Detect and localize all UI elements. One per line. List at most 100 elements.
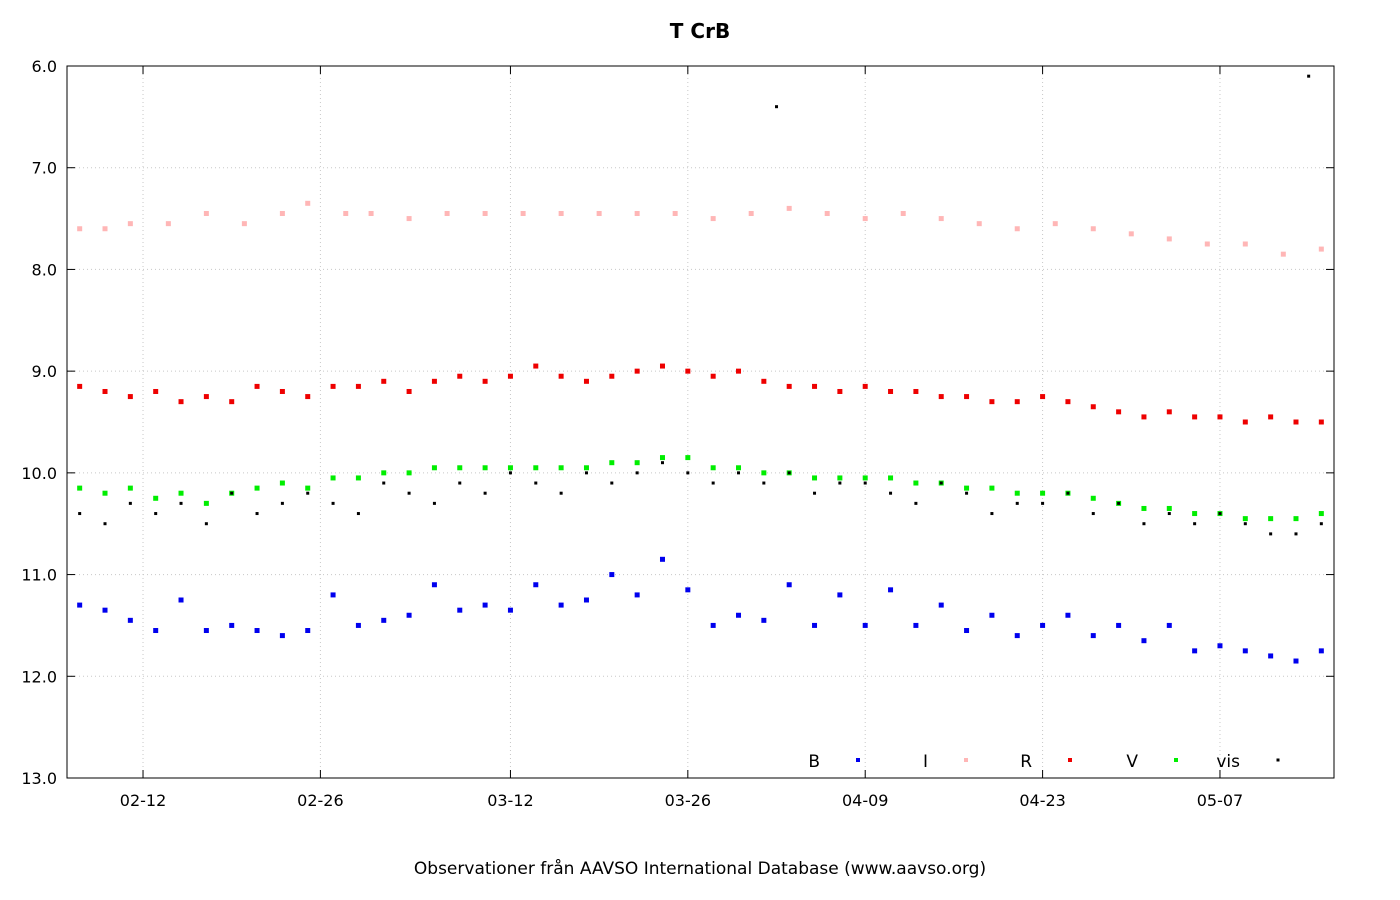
data-point-vis [584, 471, 588, 475]
data-point-r [254, 383, 260, 389]
data-point-b [1065, 612, 1071, 618]
data-point-v [761, 470, 767, 476]
data-point-r [406, 388, 412, 394]
data-point-i [1090, 226, 1096, 232]
data-point-r [533, 363, 539, 369]
legend-label-b: B [808, 752, 820, 772]
data-point-b [761, 617, 767, 623]
data-point-vis [331, 501, 335, 505]
legend-label-v: V [1126, 752, 1138, 772]
data-point-b [102, 607, 108, 613]
chart-title: T CrB [670, 19, 730, 43]
data-point-b [1242, 648, 1248, 654]
data-point-b [1318, 648, 1324, 654]
data-point-r [862, 383, 868, 389]
data-point-v [355, 475, 361, 481]
data-point-v [127, 485, 133, 491]
data-point-vis [1307, 74, 1311, 78]
data-point-i [1128, 231, 1134, 237]
data-point-b [558, 602, 564, 608]
y-axis-tick-labels: 6.0 7.0 8.0 9.0 10.0 11.0 12.0 13.0 [21, 57, 57, 788]
data-point-b [279, 633, 285, 639]
legend-marker-vis [1276, 758, 1280, 762]
data-point-r [229, 399, 235, 405]
data-point-i [1166, 236, 1172, 242]
data-point-i [165, 221, 171, 227]
data-point-v [1293, 516, 1299, 522]
data-point-v [913, 480, 919, 486]
data-point-i [1052, 221, 1058, 227]
data-point-i [786, 205, 792, 211]
data-point-vis [914, 501, 918, 505]
data-point-vis [230, 491, 234, 495]
data-point-vis [1066, 491, 1070, 495]
data-point-vis [1243, 522, 1247, 526]
x-tick-label: 04-09 [842, 791, 889, 810]
x-tick-label: 02-12 [120, 791, 167, 810]
data-point-vis [78, 512, 82, 516]
data-point-vis [635, 471, 639, 475]
data-point-r [837, 388, 843, 394]
data-point-vis [1167, 512, 1171, 516]
data-point-b [77, 602, 83, 608]
data-point-b [1116, 622, 1122, 628]
data-point-b [659, 556, 665, 562]
data-point-r [1116, 409, 1122, 415]
data-point-i [102, 226, 108, 232]
data-point-r [1217, 414, 1223, 420]
data-point-b [862, 622, 868, 628]
legend-marker-r [1068, 758, 1072, 762]
data-point-b [913, 622, 919, 628]
data-point-v [381, 470, 387, 476]
legend-marker-b [856, 758, 860, 762]
data-point-r [1268, 414, 1274, 420]
x-tick-label: 05-07 [1197, 791, 1244, 810]
data-point-r [203, 394, 209, 400]
data-point-b [1040, 622, 1046, 628]
data-point-v [153, 495, 159, 501]
series-vis [78, 74, 1323, 536]
data-point-r [583, 378, 589, 384]
data-point-i [444, 210, 450, 216]
chart-caption: Observationer från AAVSO International D… [414, 858, 986, 879]
data-point-v [507, 465, 513, 471]
data-point-vis [103, 522, 107, 526]
data-point-v [1192, 511, 1198, 517]
data-point-r [736, 368, 742, 374]
data-point-vis [775, 105, 779, 109]
data-point-i [748, 210, 754, 216]
data-point-b [533, 582, 539, 588]
data-point-v [558, 465, 564, 471]
data-point-r [102, 388, 108, 394]
data-point-b [1192, 648, 1198, 654]
data-point-vis [965, 491, 969, 495]
data-point-vis [179, 501, 183, 505]
data-point-b [153, 628, 159, 634]
x-tick-label: 03-26 [665, 791, 712, 810]
data-point-r [305, 394, 311, 400]
data-point-i [482, 210, 488, 216]
data-point-v [77, 485, 83, 491]
data-point-r [1166, 409, 1172, 415]
data-point-v [634, 460, 640, 466]
data-point-b [888, 587, 894, 593]
data-point-v [457, 465, 463, 471]
data-point-v [1141, 505, 1147, 511]
data-point-vis [128, 501, 132, 505]
data-point-r [1293, 419, 1299, 425]
data-point-b [685, 587, 691, 593]
data-point-vis [813, 491, 817, 495]
legend-marker-v [1174, 758, 1178, 762]
data-point-v [710, 465, 716, 471]
data-point-vis [534, 481, 538, 485]
data-point-r [1318, 419, 1324, 425]
data-point-b [989, 612, 995, 618]
data-point-b [330, 592, 336, 598]
data-point-vis [559, 491, 563, 495]
data-point-v [533, 465, 539, 471]
data-point-b [229, 622, 235, 628]
data-point-v [736, 465, 742, 471]
data-point-v [431, 465, 437, 471]
data-point-v [812, 475, 818, 481]
data-point-v [1268, 516, 1274, 522]
